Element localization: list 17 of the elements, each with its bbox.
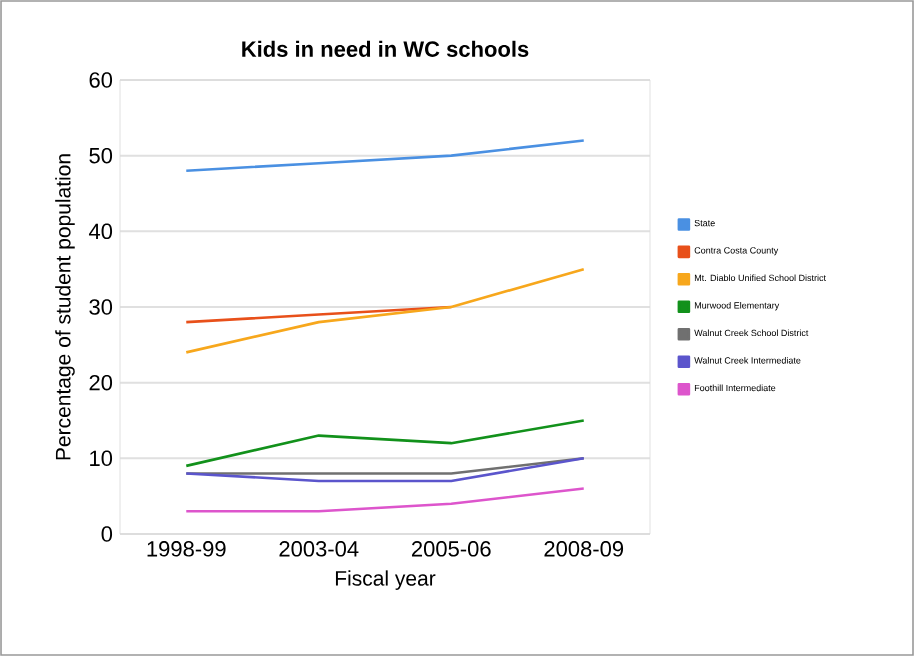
x-axis-title: Fiscal year (335, 570, 436, 590)
y-axis-title: Percentage of student population (55, 154, 75, 460)
y-tick-label: 40 (88, 223, 113, 240)
y-tick-label: 60 (89, 72, 113, 88)
y-tick-label: 0 (101, 526, 113, 542)
y-tick-label: 50 (89, 147, 113, 164)
y-tick-label: 30 (89, 299, 113, 315)
line-series (184, 419, 586, 468)
line-series (184, 267, 586, 354)
x-tick-label: 2003-04 (279, 541, 359, 557)
y-tick-label: 20 (89, 374, 113, 391)
x-tick-label: 1998-99 (147, 541, 226, 557)
x-tick-label: 2008-09 (544, 541, 624, 557)
line-series (184, 139, 586, 173)
x-tick-label: 2005-06 (411, 541, 491, 557)
chart-title: Kids in need in WC schools (242, 40, 529, 57)
y-tick-label: 10 (90, 450, 113, 467)
